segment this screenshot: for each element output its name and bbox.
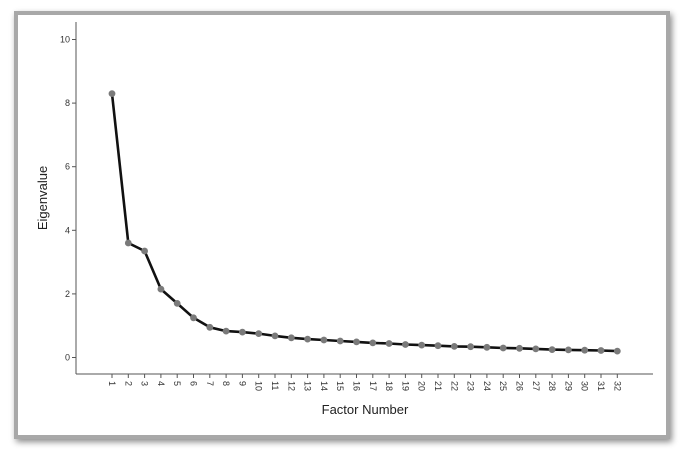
y-tick-label: 10 <box>60 35 70 45</box>
x-tick-label: 19 <box>400 381 410 391</box>
y-axis-title: Eigenvalue <box>35 166 50 230</box>
eigenvalue-points <box>108 90 621 355</box>
eigenvalue-point-1 <box>108 90 116 97</box>
x-tick-label: 27 <box>531 381 541 391</box>
x-tick-label: 3 <box>140 381 150 386</box>
x-tick-label: 7 <box>205 381 215 386</box>
chart-frame <box>14 11 670 439</box>
eigenvalue-point-4 <box>157 285 165 293</box>
x-tick-label: 2 <box>123 381 133 386</box>
x-tick-label: 20 <box>417 381 427 391</box>
x-tick-label: 16 <box>352 381 362 391</box>
eigenvalue-point-27 <box>532 345 540 353</box>
eigenvalue-line <box>110 93 618 353</box>
x-tick-label: 29 <box>563 381 573 391</box>
eigenvalue-point-13 <box>304 335 311 343</box>
eigenvalue-point-2 <box>124 239 132 247</box>
x-tick-label: 12 <box>286 381 296 391</box>
eigenvalue-point-6 <box>190 314 197 322</box>
x-tick-label: 4 <box>156 381 166 386</box>
x-tick-label: 6 <box>189 381 199 386</box>
x-tick-label: 23 <box>466 381 476 391</box>
x-tick-label: 25 <box>498 381 508 391</box>
eigenvalue-point-12 <box>287 334 295 342</box>
eigenvalue-point-5 <box>173 300 181 307</box>
x-tick-label: 8 <box>221 381 231 386</box>
x-tick-label: 22 <box>449 381 459 391</box>
eigenvalue-point-9 <box>239 328 246 336</box>
y-tick-label: 2 <box>65 289 70 299</box>
x-axis-title: Factor Number <box>322 402 409 417</box>
x-tick-label: 13 <box>303 381 313 391</box>
eigenvalue-point-22 <box>450 343 458 350</box>
x-tick-label: 28 <box>547 381 557 391</box>
eigenvalue-point-24 <box>483 343 491 351</box>
eigenvalue-point-29 <box>565 346 572 354</box>
x-tick-label: 21 <box>433 381 443 391</box>
y-tick-label: 0 <box>65 353 70 363</box>
x-tick-label: 1 <box>107 381 117 386</box>
eigenvalue-point-16 <box>353 338 360 346</box>
eigenvalue-point-26 <box>516 344 523 352</box>
x-tick-label: 32 <box>612 381 622 391</box>
eigenvalue-point-25 <box>499 344 507 352</box>
x-axis-ticks: 1 2 3 4 5 6 7 8 9 10 11 12 13 14 15 16 17 18 19 20 21 22 23 24 2… <box>107 374 622 391</box>
x-tick-label: 31 <box>596 381 606 391</box>
y-tick-label: 6 <box>65 162 70 172</box>
y-axis-ticks: 0 2 4 6 8 10 <box>60 35 76 363</box>
eigenvalue-point-10 <box>255 330 263 337</box>
axes <box>75 22 653 375</box>
x-tick-label: 24 <box>482 381 492 391</box>
eigenvalue-point-3 <box>141 247 149 255</box>
eigenvalue-point-31 <box>597 347 605 354</box>
eigenvalue-point-7 <box>206 323 214 331</box>
eigenvalue-point-8 <box>222 327 230 335</box>
eigenvalue-point-23 <box>467 343 474 351</box>
eigenvalue-point-20 <box>418 341 426 349</box>
eigenvalue-point-19 <box>402 341 409 348</box>
x-tick-label: 9 <box>237 381 247 386</box>
eigenvalue-point-30 <box>581 346 589 354</box>
x-tick-label: 14 <box>319 381 329 391</box>
x-tick-label: 30 <box>580 381 590 391</box>
eigenvalue-point-11 <box>271 332 279 340</box>
x-tick-label: 15 <box>335 381 345 391</box>
eigenvalue-point-17 <box>369 339 377 347</box>
x-tick-label: 18 <box>384 381 394 391</box>
x-tick-label: 26 <box>515 381 525 391</box>
x-tick-label: 11 <box>270 381 280 390</box>
y-tick-label: 8 <box>65 98 70 108</box>
x-tick-label: 5 <box>172 381 182 386</box>
eigenvalue-point-14 <box>320 336 328 344</box>
y-tick-label: 4 <box>65 225 70 235</box>
eigenvalue-point-15 <box>336 337 344 345</box>
eigenvalue-point-18 <box>385 340 393 347</box>
eigenvalue-point-28 <box>548 346 556 353</box>
x-tick-label: 17 <box>368 381 378 391</box>
x-tick-label: 10 <box>254 381 264 391</box>
eigenvalue-point-21 <box>434 342 442 350</box>
eigenvalue-point-32 <box>613 347 621 355</box>
